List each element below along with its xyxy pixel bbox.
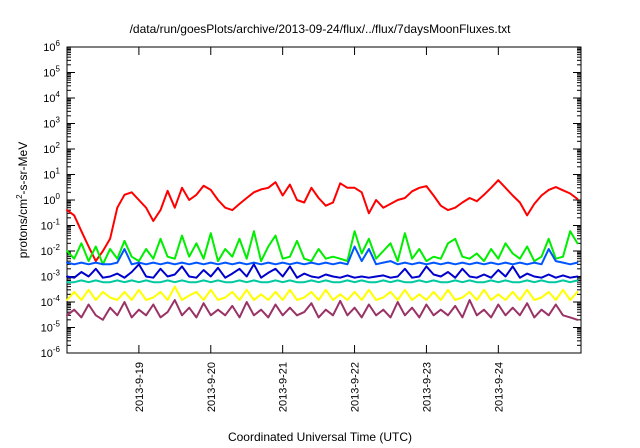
- y-tick-label: 105: [43, 65, 60, 80]
- y-axis-title-pre: protons/cm: [16, 199, 30, 258]
- y-tick-label: 10-6: [41, 345, 61, 360]
- y-tick-label: 100: [43, 192, 60, 207]
- y-tick-label: 10-1: [41, 218, 61, 233]
- y-tick-label: 106: [43, 39, 60, 54]
- y-tick-label: 103: [43, 116, 60, 131]
- x-tick-label: 2013-9-19: [134, 362, 146, 412]
- y-axis-title: protons/cm2-s-sr-MeV: [15, 142, 30, 258]
- x-tick-label: 2013-9-22: [350, 362, 362, 412]
- series-line-2: [66, 230, 579, 266]
- plot-frame: [66, 46, 582, 354]
- y-axis-title-post: -s-sr-MeV: [16, 142, 30, 195]
- y-tick-label: 10-4: [41, 294, 61, 309]
- y-tick-label: 10-2: [41, 243, 61, 258]
- y-tick-label: 104: [43, 90, 60, 105]
- x-axis-title: Coordinated Universal Time (UTC): [228, 430, 412, 444]
- chart-title: /data/run/goesPlots/archive/2013-09-24/f…: [130, 22, 512, 36]
- y-axis-title-sup: 2: [15, 194, 24, 199]
- series-line-4: [66, 263, 579, 279]
- y-tick-label: 10-3: [41, 269, 61, 284]
- series-line-1: [66, 179, 579, 263]
- y-axis: 10-6 10-5 10-4 10-3 10-2 10-1 100 101 102 103 104 1…: [41, 39, 581, 360]
- y-tick-label: 101: [43, 167, 60, 182]
- x-tick-label: 2013-9-23: [421, 362, 433, 412]
- series-line-7: [66, 299, 579, 321]
- series-line-3: [66, 245, 579, 266]
- x-tick-label: 2013-9-21: [278, 362, 290, 412]
- series-line-6: [66, 285, 579, 301]
- x-tick-label: 2013-9-24: [493, 362, 505, 412]
- series-line-5: [66, 279, 579, 284]
- y-tick-label: 10-5: [41, 320, 61, 335]
- y-tick-label: 102: [43, 141, 60, 156]
- series-group: [66, 179, 579, 321]
- x-tick-label: 2013-9-20: [206, 362, 218, 412]
- x-axis: 2013-9-19 2013-9-20 2013-9-21 2013-9-22 2013…: [134, 47, 505, 412]
